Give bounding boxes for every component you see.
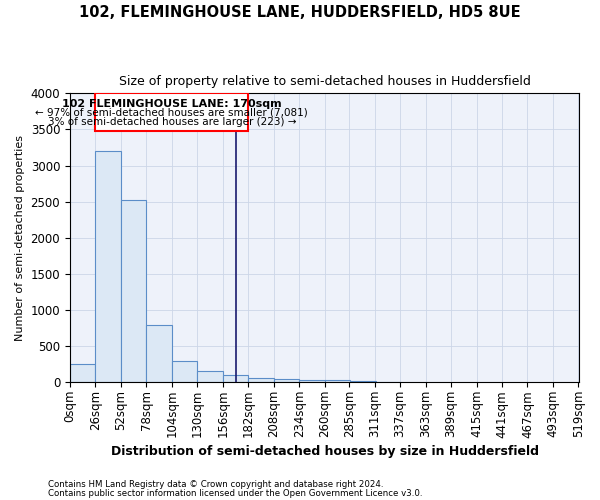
Bar — [70, 364, 95, 382]
Text: 102 FLEMINGHOUSE LANE: 170sqm: 102 FLEMINGHOUSE LANE: 170sqm — [62, 99, 281, 109]
Text: Contains public sector information licensed under the Open Government Licence v3: Contains public sector information licen… — [48, 488, 422, 498]
Title: Size of property relative to semi-detached houses in Huddersfield: Size of property relative to semi-detach… — [119, 75, 530, 88]
Text: 102, FLEMINGHOUSE LANE, HUDDERSFIELD, HD5 8UE: 102, FLEMINGHOUSE LANE, HUDDERSFIELD, HD… — [79, 5, 521, 20]
Bar — [325, 380, 350, 382]
Bar — [248, 378, 274, 382]
Bar — [299, 380, 325, 382]
Bar — [95, 151, 121, 382]
X-axis label: Distribution of semi-detached houses by size in Huddersfield: Distribution of semi-detached houses by … — [110, 444, 539, 458]
Y-axis label: Number of semi-detached properties: Number of semi-detached properties — [15, 135, 25, 341]
Bar — [223, 375, 248, 382]
Bar — [172, 362, 197, 382]
Text: 3% of semi-detached houses are larger (223) →: 3% of semi-detached houses are larger (2… — [47, 117, 296, 127]
Text: Contains HM Land Registry data © Crown copyright and database right 2024.: Contains HM Land Registry data © Crown c… — [48, 480, 383, 489]
Bar — [274, 378, 299, 382]
Bar — [197, 371, 223, 382]
FancyBboxPatch shape — [95, 94, 248, 131]
Bar — [121, 200, 146, 382]
Bar — [146, 324, 172, 382]
Bar — [350, 381, 376, 382]
Text: ← 97% of semi-detached houses are smaller (7,081): ← 97% of semi-detached houses are smalle… — [35, 108, 308, 118]
